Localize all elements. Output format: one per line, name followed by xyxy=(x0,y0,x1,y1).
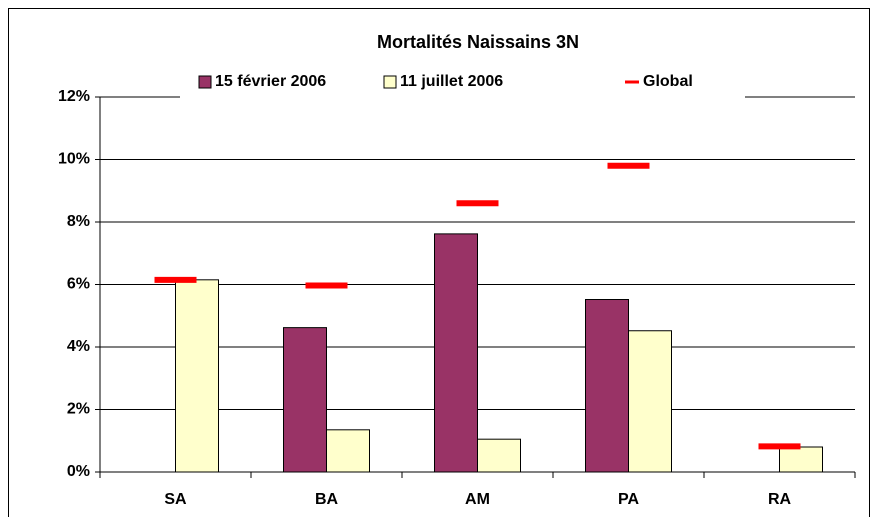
legend-label: Global xyxy=(643,73,693,90)
legend-swatch xyxy=(383,75,397,89)
x-tick-label: AM xyxy=(465,491,490,508)
bar xyxy=(477,438,521,473)
x-tick-label: PA xyxy=(618,491,639,508)
y-tick-label: 4% xyxy=(67,338,90,355)
legend-label: 11 juillet 2006 xyxy=(400,73,503,90)
x-tick-label: SA xyxy=(164,491,187,508)
bar xyxy=(175,279,219,473)
y-tick-label: 6% xyxy=(67,276,90,293)
legend-label: 15 février 2006 xyxy=(215,73,326,90)
legend-swatch xyxy=(198,75,212,89)
bar xyxy=(434,233,478,473)
bar xyxy=(326,429,370,473)
bar xyxy=(779,446,823,473)
legend-box xyxy=(180,68,745,98)
y-tick-label: 12% xyxy=(58,88,90,105)
x-tick-label: BA xyxy=(315,491,339,508)
bar xyxy=(585,299,629,473)
chart-title: Mortalités Naissains 3N xyxy=(377,32,579,52)
y-tick-label: 2% xyxy=(67,401,90,418)
bar xyxy=(628,330,672,473)
bar xyxy=(283,327,327,473)
y-tick-label: 8% xyxy=(67,213,90,230)
x-tick-label: RA xyxy=(768,491,792,508)
y-tick-label: 0% xyxy=(67,463,90,480)
y-tick-label: 10% xyxy=(58,151,90,168)
